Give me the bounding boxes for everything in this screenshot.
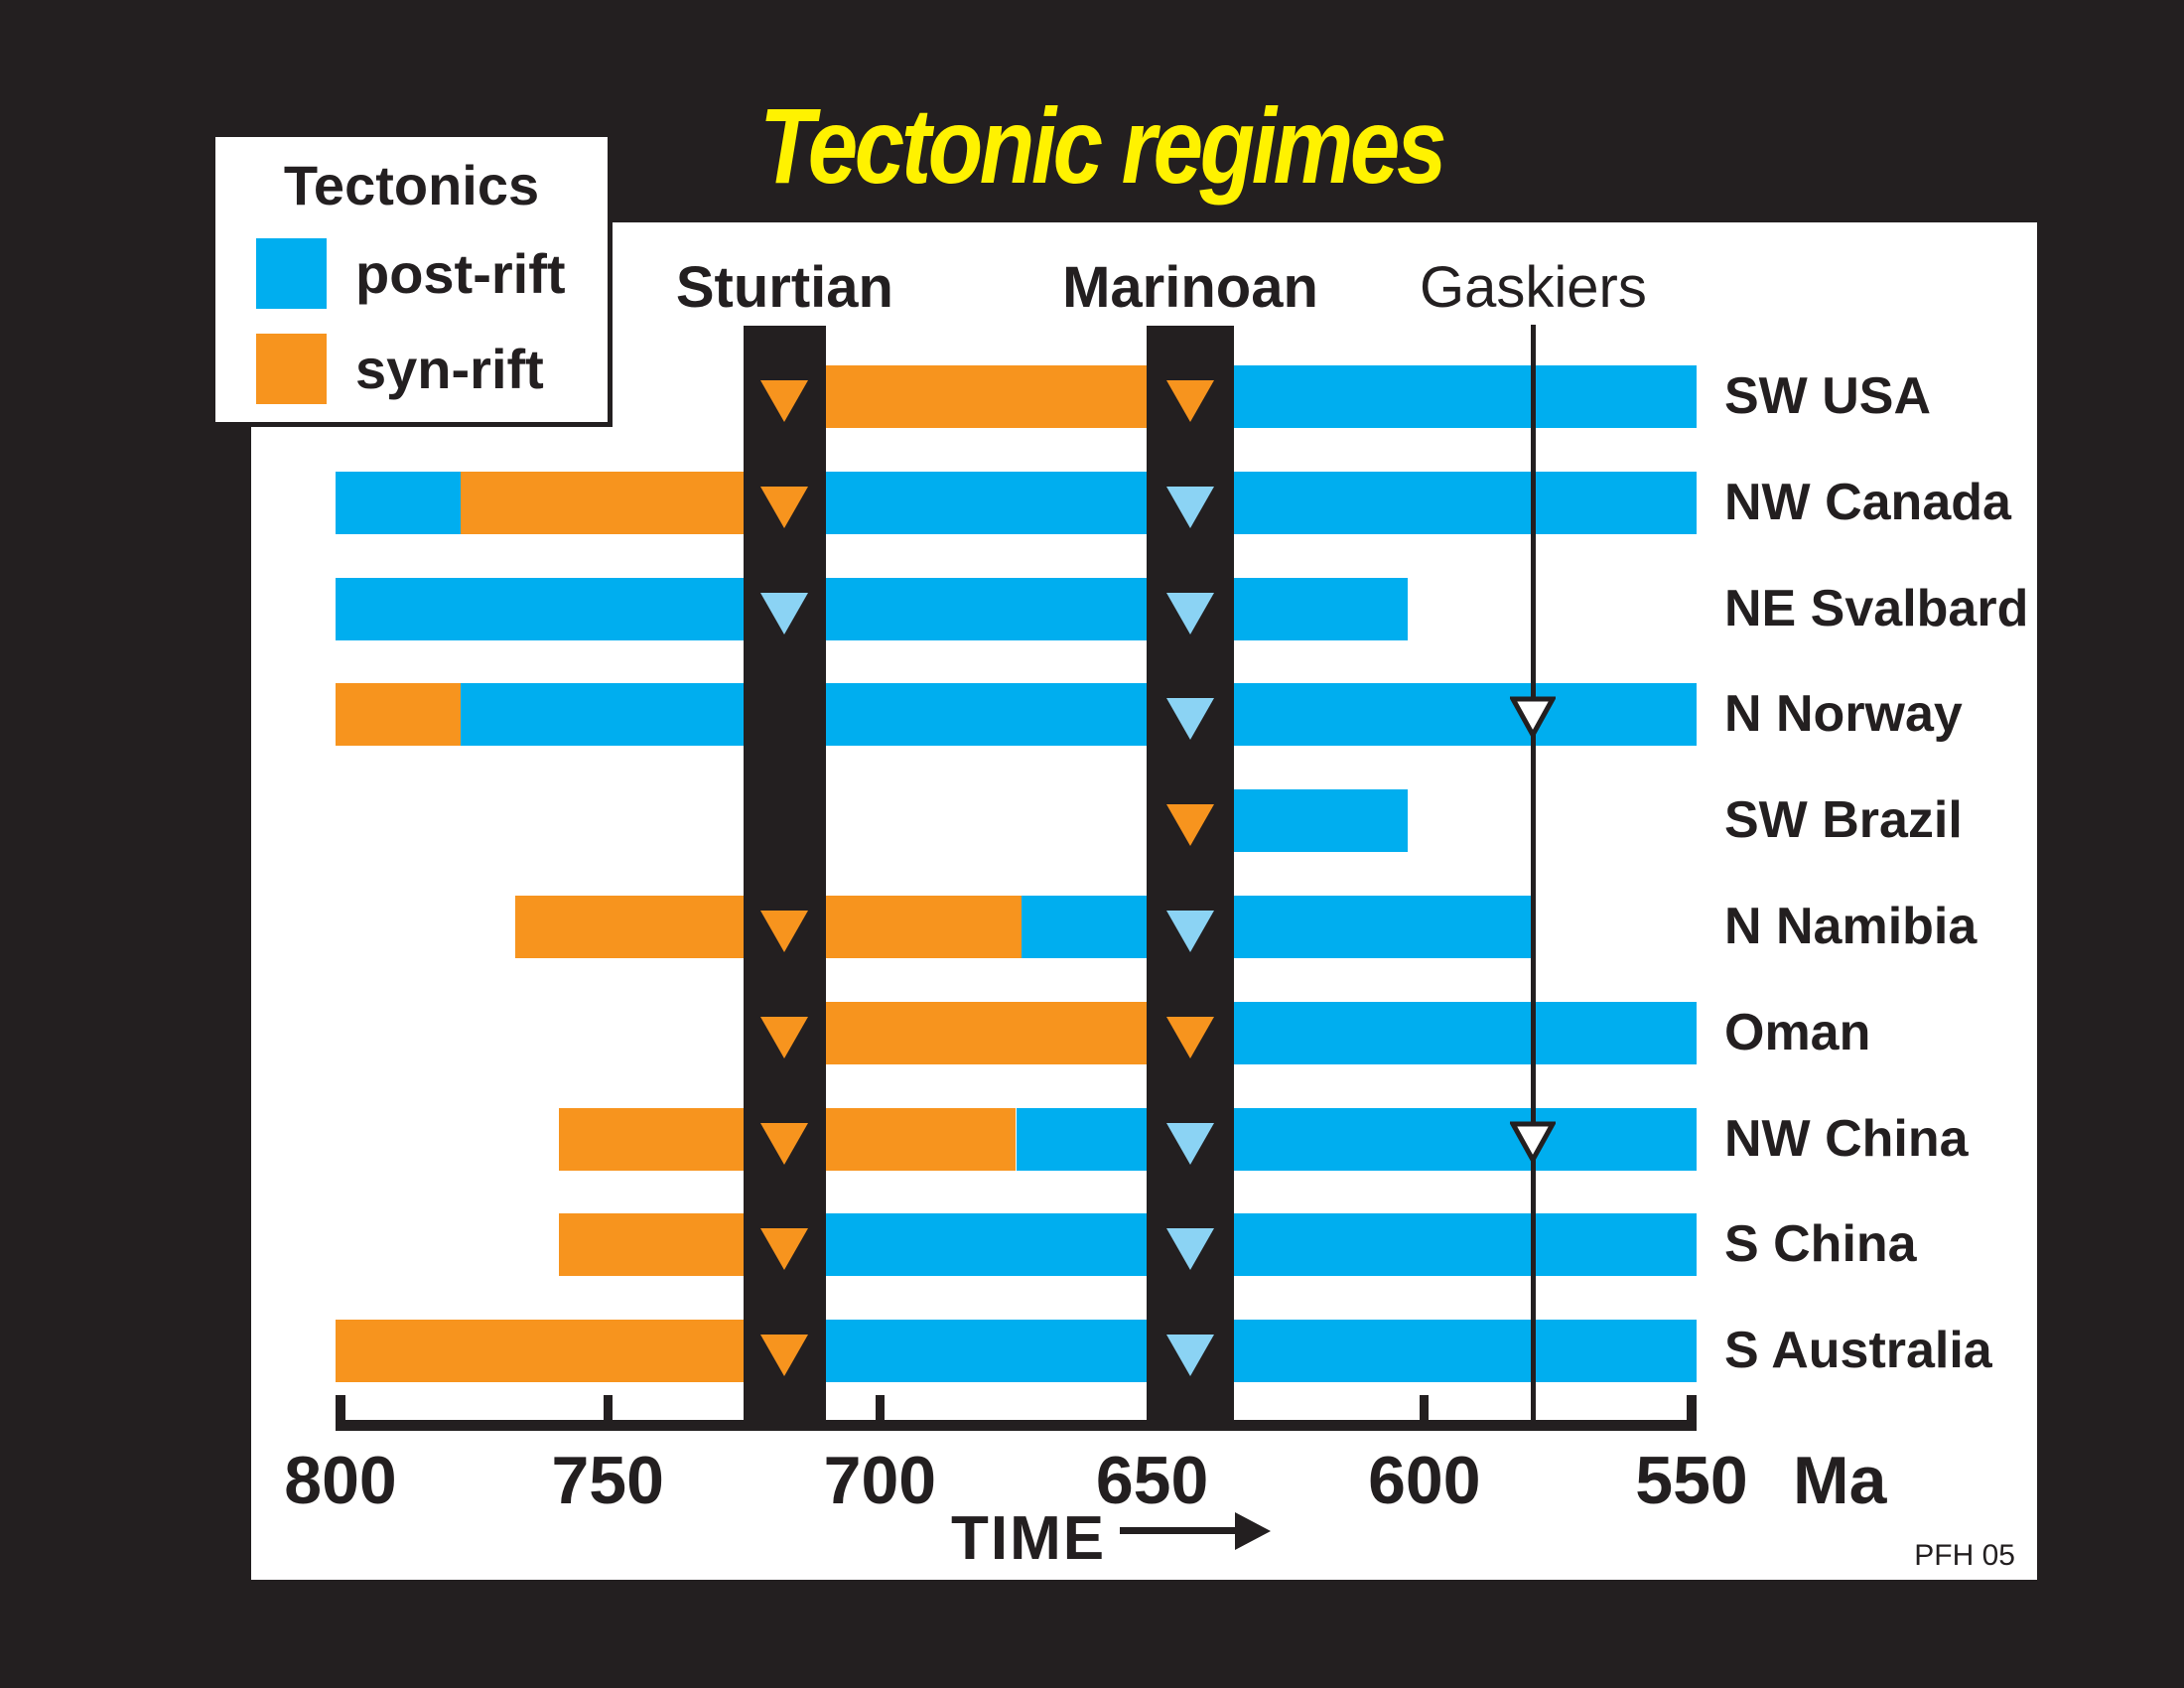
bar-segment-post-rift <box>1233 365 1697 428</box>
chart-title: Tectonic regimes <box>759 85 1446 206</box>
glaciation-label-sturtian: Sturtian <box>675 255 893 320</box>
bar-segment-post-rift <box>336 578 1409 640</box>
bar-segment-post-rift <box>1233 789 1409 852</box>
region-label: S Australia <box>1724 1322 1992 1379</box>
time-axis-label: TIME <box>951 1504 1107 1573</box>
bar-segment-post-rift <box>1021 896 1534 958</box>
glaciation-marker-icon-syn-rift <box>760 380 809 422</box>
glaciation-marker-icon-syn-rift <box>760 1123 809 1165</box>
region-label: NW Canada <box>1724 474 2011 531</box>
glaciation-marker-icon-post-rift <box>1165 487 1214 528</box>
bar-segment-post-rift <box>461 683 1697 746</box>
glaciation-marker-icon-syn-rift <box>760 1228 809 1270</box>
glaciation-marker-icon-post-rift <box>1165 1123 1214 1165</box>
glaciation-marker-icon-syn-rift <box>1165 380 1214 422</box>
glaciation-line-gaskiers <box>1530 325 1536 1431</box>
axis-baseline <box>336 1420 1697 1431</box>
bar-segment-post-rift <box>1016 1108 1697 1171</box>
region-label: NW China <box>1724 1110 1969 1168</box>
region-label: Oman <box>1724 1004 1871 1061</box>
region-label: N Namibia <box>1724 898 1978 955</box>
syn-rift-swatch <box>256 334 327 404</box>
glaciation-marker-icon-syn-rift <box>760 911 809 952</box>
glaciation-marker-icon-post-rift <box>1165 593 1214 634</box>
bar-segment-post-rift <box>787 472 1697 534</box>
glaciation-marker-icon-post-rift <box>1165 911 1214 952</box>
glaciation-marker-icon-syn-rift <box>1165 804 1214 846</box>
axis-tick-700 <box>875 1395 885 1431</box>
bar-segment-syn-rift <box>336 683 462 746</box>
glaciation-marker-icon-syn-rift <box>1165 1017 1214 1058</box>
time-arrow-icon <box>1235 1512 1271 1550</box>
region-label: S China <box>1724 1215 1917 1273</box>
axis-tick-label: 800 <box>284 1443 397 1518</box>
time-arrow-line <box>1120 1527 1237 1534</box>
glaciation-marker-icon-post-rift <box>1165 698 1214 740</box>
bar-segment-syn-rift <box>461 472 788 534</box>
axis-tick-label: 700 <box>823 1443 937 1518</box>
axis-tick-label: 550 <box>1635 1443 1748 1518</box>
bar-segment-syn-rift <box>825 1002 1190 1064</box>
axis-tick-600 <box>1420 1395 1430 1431</box>
bar-segment-syn-rift <box>336 1320 788 1382</box>
post-rift-label: post-rift <box>355 242 566 305</box>
legend: Tectonics post-rift syn-rift <box>210 132 613 427</box>
axis-tick-550 <box>1687 1395 1697 1431</box>
glaciation-marker-icon-post-rift <box>760 593 809 634</box>
axis-tick-800 <box>336 1395 345 1431</box>
region-label: SW Brazil <box>1724 791 1963 849</box>
bar-segment-syn-rift <box>825 365 1148 428</box>
glaciation-label-marinoan: Marinoan <box>1062 255 1318 320</box>
region-label: NE Svalbard <box>1724 580 2029 637</box>
axis-tick-750 <box>603 1395 613 1431</box>
post-rift-swatch <box>256 238 327 309</box>
credit-text: PFH 05 <box>1914 1539 2015 1572</box>
axis-unit-label: Ma <box>1793 1443 1887 1518</box>
gaskiers-marker-icon <box>1509 696 1558 743</box>
glaciation-marker-icon-syn-rift <box>760 1017 809 1058</box>
glaciation-label-gaskiers: Gaskiers <box>1420 255 1647 320</box>
bar-segment-post-rift <box>787 1213 1697 1276</box>
axis-tick-label: 600 <box>1368 1443 1481 1518</box>
axis-tick-label: 650 <box>1095 1443 1209 1518</box>
gaskiers-marker-icon <box>1509 1121 1558 1168</box>
glaciation-marker-icon-post-rift <box>1165 1335 1214 1376</box>
glaciation-marker-icon-syn-rift <box>760 487 809 528</box>
glaciation-marker-icon-syn-rift <box>760 1335 809 1376</box>
legend-title: Tectonics <box>283 154 540 216</box>
axis-tick-label: 750 <box>551 1443 664 1518</box>
region-label: N Norway <box>1724 685 1963 743</box>
bar-segment-post-rift <box>1189 1002 1697 1064</box>
syn-rift-label: syn-rift <box>355 338 544 400</box>
bar-segment-post-rift <box>336 472 462 534</box>
bar-segment-post-rift <box>787 1320 1697 1382</box>
glaciation-marker-icon-post-rift <box>1165 1228 1214 1270</box>
region-label: SW USA <box>1724 367 1931 425</box>
